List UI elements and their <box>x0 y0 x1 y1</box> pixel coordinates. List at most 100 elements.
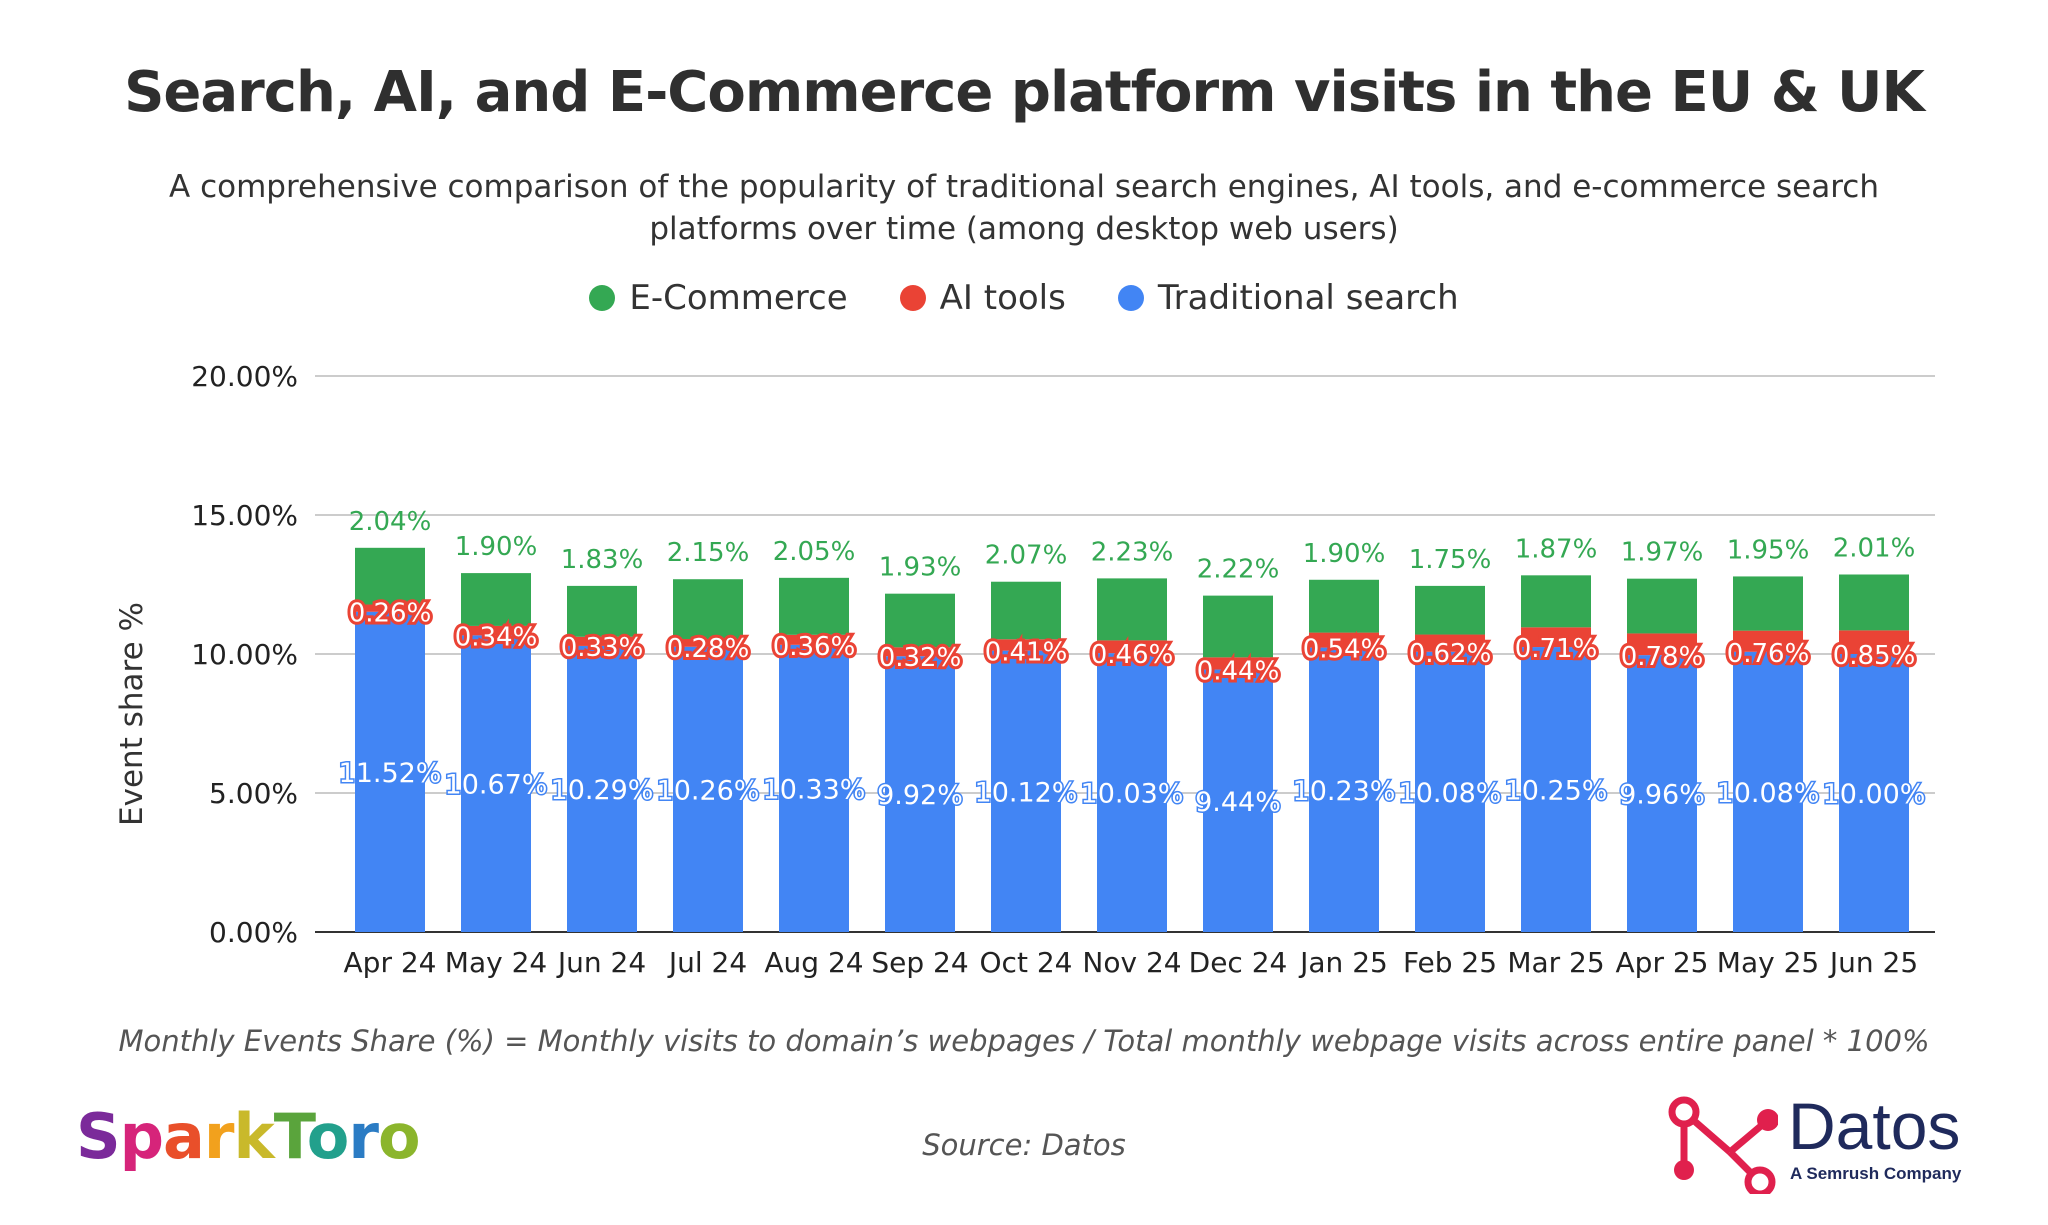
data-label-traditional: 9.92% <box>877 780 963 811</box>
sparktoro-letter: r <box>203 1100 235 1173</box>
legend-item-ecommerce: E-Commerce <box>589 278 848 318</box>
chart-title: Search, AI, and E-Commerce platform visi… <box>124 60 1925 125</box>
legend-label-traditional: Traditional search <box>1157 278 1459 318</box>
data-label-ai-tools: 0.71% <box>1515 634 1598 664</box>
x-tick-label: Aug 24 <box>764 946 863 979</box>
ai-tools-dot-icon <box>899 285 926 311</box>
data-label-ecommerce: 2.04% <box>349 507 432 537</box>
y-tick-label: 10.00% <box>191 638 298 671</box>
x-tick-label: Dec 24 <box>1189 946 1288 979</box>
bar-segment-e-commerce <box>567 585 637 637</box>
bar-segment-e-commerce <box>355 547 425 605</box>
bar-segment-ai-tools <box>461 625 531 636</box>
x-tick-label: Jul 24 <box>667 946 747 979</box>
bar-segment-traditional-search <box>1415 651 1485 932</box>
data-label-ecommerce: 2.05% <box>773 537 856 567</box>
data-label-ai-tools: 0.36% <box>773 632 856 662</box>
data-label-ai-tools: 0.78% <box>1621 642 1704 672</box>
x-tick-label: Nov 24 <box>1082 946 1181 979</box>
bar-segment-traditional-search <box>1203 669 1273 932</box>
bar-segment-ai-tools <box>1203 657 1273 670</box>
x-tick-label: May 25 <box>1717 946 1819 979</box>
bar-segment-ai-tools <box>355 604 425 612</box>
y-tick-label: 20.00% <box>191 360 298 393</box>
bar-segment-e-commerce <box>1203 595 1273 658</box>
data-label-traditional: 10.33% <box>763 774 866 805</box>
bar-segment-traditional-search <box>1309 647 1379 932</box>
data-label-ai-tools: 0.34% <box>455 622 538 652</box>
data-label-ecommerce: 1.97% <box>1621 538 1704 568</box>
data-label-traditional: 10.03% <box>1081 779 1184 810</box>
ecommerce-dot-icon <box>589 285 616 311</box>
x-tick-label: Apr 25 <box>1616 946 1709 979</box>
sparktoro-letter: k <box>233 1100 274 1173</box>
x-tick-label: Jan 25 <box>1298 946 1388 979</box>
subtitle-line-1: A comprehensive comparison of the popula… <box>169 169 1879 205</box>
bar-segment-e-commerce <box>1627 578 1697 634</box>
data-label-traditional: 10.25% <box>1505 776 1608 807</box>
bar-segment-traditional-search <box>991 650 1061 932</box>
data-label-traditional: 10.26% <box>657 775 760 806</box>
bar-segment-traditional-search <box>1097 653 1167 932</box>
sparktoro-letter: a <box>163 1100 205 1173</box>
y-tick-label: 15.00% <box>191 499 298 532</box>
data-label-ai-tools: 0.62% <box>1409 639 1492 669</box>
data-label-ai-tools: 0.44% <box>1197 657 1280 687</box>
data-label-traditional: 10.08% <box>1399 778 1502 809</box>
sparktoro-logo: SparkToro <box>76 1100 421 1173</box>
formula-footnote: Monthly Events Share (%) = Monthly visit… <box>118 1024 1930 1058</box>
data-label-ecommerce: 2.22% <box>1197 555 1280 585</box>
data-label-ecommerce: 2.01% <box>1833 533 1916 563</box>
data-label-ecommerce: 1.87% <box>1515 534 1598 564</box>
chart-subtitle: A comprehensive comparison of the popula… <box>150 166 1898 250</box>
data-label-traditional: 10.29% <box>551 775 654 806</box>
bar-segment-traditional-search <box>673 646 743 932</box>
sparktoro-letter: o <box>377 1100 421 1173</box>
bar-segment-traditional-search <box>1521 647 1591 932</box>
x-tick-label: Jun 24 <box>556 946 646 979</box>
data-label-ai-tools: 0.76% <box>1727 639 1810 669</box>
bar-segment-e-commerce <box>461 573 531 626</box>
bar-segment-ai-tools <box>885 647 955 657</box>
data-label-ai-tools: 0.33% <box>561 633 644 663</box>
bar-segment-traditional-search <box>355 611 425 932</box>
bar-segment-ai-tools <box>567 636 637 646</box>
datos-name: Datos <box>1788 1089 1961 1163</box>
bar-segment-e-commerce <box>1839 574 1909 631</box>
y-tick-label: 0.00% <box>209 916 298 949</box>
traditional-dot-icon <box>1117 285 1144 311</box>
bar-segment-e-commerce <box>779 577 849 635</box>
x-tick-label: May 24 <box>445 946 547 979</box>
y-axis-label: Event share % <box>114 602 150 826</box>
data-label-ecommerce: 2.15% <box>667 538 750 568</box>
x-tick-label: Apr 24 <box>344 946 437 979</box>
bar-segment-traditional-search <box>779 644 849 932</box>
sparktoro-letter: p <box>119 1100 164 1173</box>
chart-legend: E-Commerce AI tools Traditional search <box>0 278 2048 318</box>
data-label-traditional: 9.96% <box>1619 780 1705 811</box>
legend-item-traditional: Traditional search <box>1117 278 1459 318</box>
data-label-ecommerce: 1.83% <box>561 545 644 575</box>
data-label-ai-tools: 0.32% <box>879 643 962 673</box>
bar-segment-e-commerce <box>991 581 1061 640</box>
x-tick-label: Sep 24 <box>871 946 968 979</box>
bar-segment-ai-tools <box>1733 630 1803 652</box>
data-label-ai-tools: 0.26% <box>349 599 432 629</box>
bar-segment-e-commerce <box>885 593 955 648</box>
bar-segment-ai-tools <box>1415 634 1485 652</box>
x-tick-label: Oct 24 <box>980 946 1073 979</box>
bar-segment-traditional-search <box>567 645 637 932</box>
data-label-ai-tools: 0.46% <box>1091 640 1174 670</box>
data-label-traditional: 10.00% <box>1823 779 1926 810</box>
data-label-ecommerce: 1.75% <box>1409 545 1492 575</box>
bar-segment-e-commerce <box>1733 576 1803 631</box>
y-tick-label: 5.00% <box>209 777 298 810</box>
bar-segment-e-commerce <box>1097 578 1167 641</box>
sparktoro-letter: r <box>348 1100 379 1173</box>
x-tick-label: Feb 25 <box>1403 946 1497 979</box>
bar-segment-ai-tools <box>991 639 1061 651</box>
bar-segment-ai-tools <box>779 634 849 645</box>
data-label-traditional: 11.52% <box>339 758 442 789</box>
source-note: Source: Datos <box>922 1128 1126 1162</box>
